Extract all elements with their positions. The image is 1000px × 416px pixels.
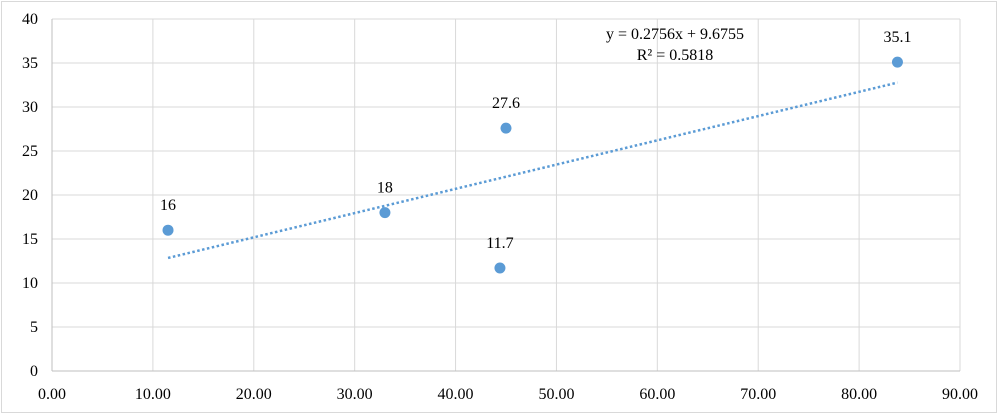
data-point	[162, 224, 174, 236]
data-point	[494, 262, 506, 274]
data-point	[891, 56, 903, 68]
data-label: 11.7	[486, 235, 513, 252]
trendline	[167, 81, 898, 260]
y-tick-label: 25	[22, 143, 38, 160]
data-labels: 16 18 27.6 11.7 35.1	[160, 29, 911, 252]
data-label: 16	[160, 197, 176, 214]
x-tick-label: 0.00	[38, 386, 66, 403]
x-axis-tick-labels: 0.00 10.00 20.00 30.00 40.00 50.00 60.00 70.00 8…	[38, 386, 978, 403]
y-tick-label: 10	[22, 275, 38, 292]
data-label: 35.1	[883, 29, 911, 46]
y-tick-label: 15	[22, 231, 38, 248]
data-point	[500, 122, 512, 134]
gridlines	[52, 18, 961, 371]
x-tick-label: 80.00	[841, 386, 877, 403]
x-tick-label: 30.00	[337, 386, 373, 403]
y-tick-label: 35	[22, 55, 38, 72]
x-tick-label: 70.00	[740, 386, 776, 403]
y-tick-label: 30	[22, 99, 38, 116]
y-tick-label: 20	[22, 187, 38, 204]
data-points	[162, 56, 903, 274]
x-tick-label: 50.00	[538, 386, 574, 403]
data-point	[379, 207, 391, 219]
axes	[51, 19, 960, 372]
data-label: 18	[377, 180, 393, 197]
y-tick-label: 5	[30, 319, 38, 336]
x-tick-label: 90.00	[942, 386, 978, 403]
x-tick-label: 10.00	[135, 386, 171, 403]
x-tick-label: 40.00	[438, 386, 474, 403]
trendline-equation: y = 0.2756x + 9.6755 R² = 0.5818	[606, 26, 744, 64]
x-tick-label: 60.00	[639, 386, 675, 403]
data-label: 27.6	[492, 95, 520, 112]
trendline-r-squared-text: R² = 0.5818	[637, 47, 714, 64]
y-tick-label: 0	[30, 363, 38, 380]
trendline-equation-text: y = 0.2756x + 9.6755	[606, 26, 744, 43]
y-tick-label: 40	[22, 11, 38, 28]
x-tick-label: 20.00	[236, 386, 272, 403]
y-axis-tick-labels: 0 5 10 15 20 25 30 35 40	[22, 11, 38, 380]
trendline-group	[167, 81, 898, 260]
